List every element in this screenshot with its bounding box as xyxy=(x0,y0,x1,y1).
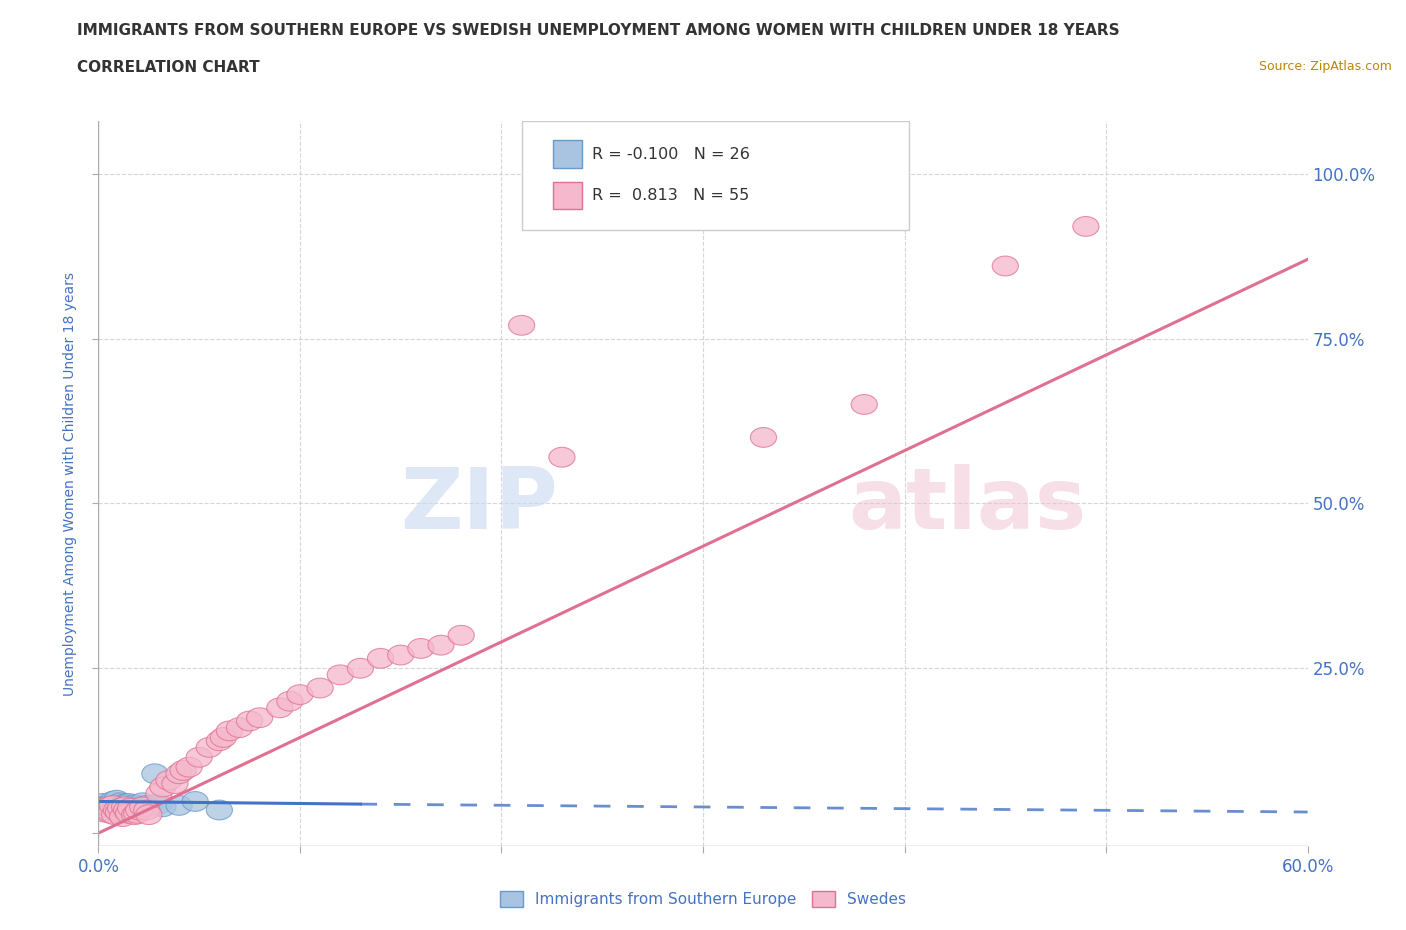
Ellipse shape xyxy=(267,698,292,718)
Ellipse shape xyxy=(176,757,202,777)
Text: CORRELATION CHART: CORRELATION CHART xyxy=(77,60,260,75)
Ellipse shape xyxy=(121,795,148,815)
Ellipse shape xyxy=(207,731,232,751)
Ellipse shape xyxy=(751,428,776,447)
Ellipse shape xyxy=(166,795,193,816)
Bar xyxy=(553,140,582,168)
Ellipse shape xyxy=(118,797,143,817)
Ellipse shape xyxy=(287,684,314,705)
Ellipse shape xyxy=(156,770,181,790)
Ellipse shape xyxy=(347,658,374,678)
Ellipse shape xyxy=(96,797,121,817)
Text: R = -0.100   N = 26: R = -0.100 N = 26 xyxy=(592,147,749,162)
Ellipse shape xyxy=(114,800,139,820)
Text: Source: ZipAtlas.com: Source: ZipAtlas.com xyxy=(1258,60,1392,73)
Ellipse shape xyxy=(91,798,118,818)
Ellipse shape xyxy=(146,794,172,814)
Ellipse shape xyxy=(97,804,124,823)
Ellipse shape xyxy=(150,797,176,817)
Ellipse shape xyxy=(125,797,152,817)
Ellipse shape xyxy=(408,639,434,658)
Ellipse shape xyxy=(548,447,575,467)
Ellipse shape xyxy=(509,315,534,335)
Ellipse shape xyxy=(134,800,160,820)
Y-axis label: Unemployment Among Women with Children Under 18 years: Unemployment Among Women with Children U… xyxy=(63,272,77,696)
Text: R =  0.813   N = 55: R = 0.813 N = 55 xyxy=(592,188,749,203)
Ellipse shape xyxy=(1073,217,1099,236)
Ellipse shape xyxy=(851,394,877,415)
Ellipse shape xyxy=(136,797,162,817)
Ellipse shape xyxy=(90,798,115,818)
Ellipse shape xyxy=(236,711,263,731)
Ellipse shape xyxy=(246,708,273,727)
Ellipse shape xyxy=(114,795,139,816)
Ellipse shape xyxy=(121,804,148,825)
Ellipse shape xyxy=(101,804,128,825)
Ellipse shape xyxy=(110,806,136,827)
Ellipse shape xyxy=(111,797,138,817)
Ellipse shape xyxy=(129,793,156,813)
Ellipse shape xyxy=(211,727,236,748)
Ellipse shape xyxy=(993,256,1018,276)
Ellipse shape xyxy=(650,164,676,183)
Ellipse shape xyxy=(107,793,134,813)
Ellipse shape xyxy=(91,802,118,822)
Ellipse shape xyxy=(166,764,193,784)
Ellipse shape xyxy=(107,798,134,818)
Ellipse shape xyxy=(181,791,208,811)
Ellipse shape xyxy=(105,797,132,817)
Ellipse shape xyxy=(136,804,162,825)
Text: IMMIGRANTS FROM SOUTHERN EUROPE VS SWEDISH UNEMPLOYMENT AMONG WOMEN WITH CHILDRE: IMMIGRANTS FROM SOUTHERN EUROPE VS SWEDI… xyxy=(77,23,1121,38)
Ellipse shape xyxy=(93,795,120,816)
Ellipse shape xyxy=(115,793,142,814)
Ellipse shape xyxy=(142,764,167,784)
Ellipse shape xyxy=(110,798,136,818)
Ellipse shape xyxy=(90,793,115,814)
Ellipse shape xyxy=(124,804,150,823)
Ellipse shape xyxy=(111,794,138,814)
Ellipse shape xyxy=(115,804,142,823)
Ellipse shape xyxy=(118,798,143,818)
Legend: Immigrants from Southern Europe, Swedes: Immigrants from Southern Europe, Swedes xyxy=(494,884,912,913)
Ellipse shape xyxy=(277,691,302,711)
FancyBboxPatch shape xyxy=(522,121,908,230)
Ellipse shape xyxy=(125,800,152,820)
Ellipse shape xyxy=(150,777,176,797)
Ellipse shape xyxy=(170,761,197,780)
Ellipse shape xyxy=(226,718,253,737)
Ellipse shape xyxy=(367,648,394,669)
Ellipse shape xyxy=(449,625,474,645)
Ellipse shape xyxy=(96,797,121,817)
Ellipse shape xyxy=(328,665,353,684)
Ellipse shape xyxy=(162,774,188,793)
Ellipse shape xyxy=(427,635,454,655)
Ellipse shape xyxy=(146,784,172,804)
Ellipse shape xyxy=(129,797,156,817)
Ellipse shape xyxy=(134,795,160,816)
Ellipse shape xyxy=(105,802,132,822)
Text: ZIP: ZIP xyxy=(401,464,558,547)
Bar xyxy=(553,182,582,209)
Ellipse shape xyxy=(217,721,242,741)
Ellipse shape xyxy=(97,794,124,814)
Text: atlas: atlas xyxy=(848,464,1087,547)
Ellipse shape xyxy=(104,790,129,810)
Ellipse shape xyxy=(101,795,128,816)
Ellipse shape xyxy=(100,795,125,816)
Ellipse shape xyxy=(100,791,125,811)
Ellipse shape xyxy=(93,800,120,820)
Ellipse shape xyxy=(388,645,413,665)
Ellipse shape xyxy=(197,737,222,757)
Ellipse shape xyxy=(307,678,333,698)
Ellipse shape xyxy=(207,800,232,820)
Ellipse shape xyxy=(104,800,129,820)
Ellipse shape xyxy=(186,748,212,767)
